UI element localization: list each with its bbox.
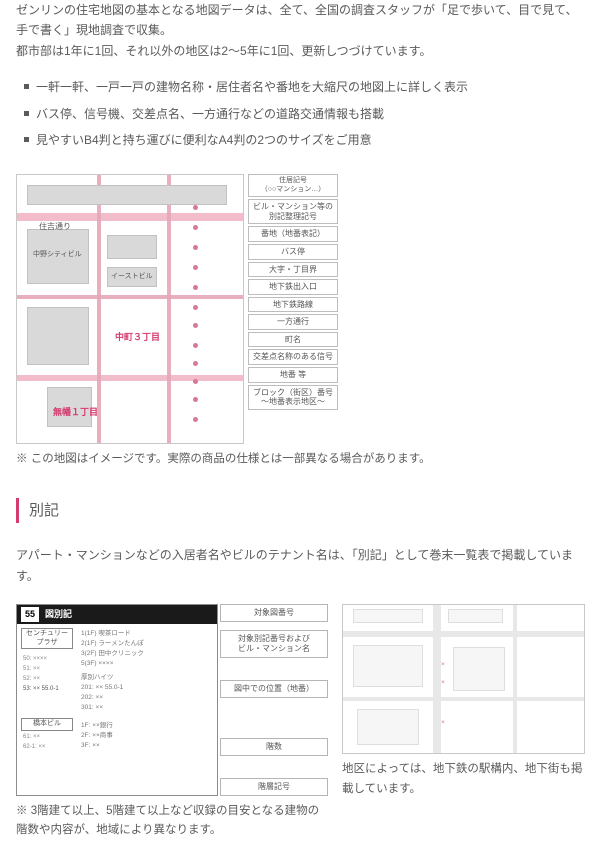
bekki-page-number: 55 [21,607,39,622]
map-image: 住吉通り 中野シティビル イーストビル 無幡１丁目 中町３丁目 [16,174,244,444]
intro-line1: ゼンリンの住宅地図の基本となる地図データは、全て、全国の調査スタッフが「足で歩い… [16,0,585,41]
feature-item: バス停、信号機、交差点名、一方通行などの道路交通情報も搭載 [24,104,585,124]
legend-cell: ビル・マンション等の別記整理記号 [248,199,338,224]
bekki-legend-cell: 対象図番号 [220,604,328,622]
legend-cell: 地下鉄出入口 [248,279,338,295]
bekki-legend: 対象図番号 対象別記番号およびビル・マンション名 図中での位置（地番） 階数 階… [220,604,328,796]
bekki-row: 55 図別記 センチュリー プラザ 橋本ビル 50: ×××× 51: ×× 5… [16,604,585,839]
map-bldg-label: イーストビル [111,271,153,283]
legend-cell: 番地（地番表記） [248,226,338,242]
bekki-diagram: 55 図別記 センチュリー プラザ 橋本ビル 50: ×××× 51: ×× 5… [16,604,328,796]
feature-item: 見やすいB4判と持ち運びに便利なA4判の2つのサイズをご用意 [24,130,585,150]
map-area-tag: 中町３丁目 [115,330,160,345]
legend-cell: 町名 [248,332,338,348]
feature-list: 一軒一軒、一戸一戸の建物名称・居住者名や番地を大縮尺の地図上に詳しく表示 バス停… [24,77,585,150]
bekki-left-note: ※ 3階建て以上、5階建て以上など収録の目安となる建物の階数や内容が、地域により… [16,802,328,839]
bekki-table-image: 55 図別記 センチュリー プラザ 橋本ビル 50: ×××× 51: ×× 5… [16,604,218,796]
bekki-right-note: 地区によっては、地下鉄の駅構内、地下街も掲載しています。 [342,760,585,799]
bekki-heading: 別記 [16,498,585,524]
bekki-legend-cell: 図中での位置（地番） [220,680,328,698]
map-area-tag: 無幡１丁目 [53,405,98,420]
legend-cell: 大字・丁目界 [248,262,338,278]
bekki-table-title: 図別記 [45,607,72,622]
map-diagram: 住吉通り 中野シティビル イーストビル 無幡１丁目 中町３丁目 住居記号（○○マ… [16,174,585,444]
station-image: ×× × [342,604,585,754]
map-legend: 住居記号（○○マンション…） ビル・マンション等の別記整理記号 番地（地番表記）… [248,174,338,444]
map-bldg-label: 中野シティビル [33,249,82,261]
bekki-table-body: センチュリー プラザ 橋本ビル 50: ×××× 51: ×× 52: ×× 5… [17,624,217,758]
bekki-intro: アパート・マンションなどの入居者名やビルのテナント名は、「別記」として巻末一覧表… [16,545,585,586]
legend-cell: バス停 [248,244,338,260]
bekki-table-header: 55 図別記 [17,605,217,624]
map-note: ※ この地図はイメージです。実際の商品の仕様とは一部異なる場合があります。 [16,450,585,470]
intro-block: ゼンリンの住宅地図の基本となる地図データは、全て、全国の調査スタッフが「足で歩い… [16,0,585,61]
bekki-legend-cell: 階層記号 [220,778,328,796]
legend-cell: 交差点名称のある信号 [248,349,338,365]
bekki-legend-cell: 対象別記番号およびビル・マンション名 [220,630,328,658]
bekki-legend-cell: 階数 [220,738,328,756]
bekki-left: 55 図別記 センチュリー プラザ 橋本ビル 50: ×××× 51: ×× 5… [16,604,328,839]
bekki-box: センチュリー プラザ [21,628,73,649]
bekki-right: ×× × 地区によっては、地下鉄の駅構内、地下街も掲載しています。 [342,604,585,799]
intro-line2: 都市部は1年に1回、それ以外の地区は2〜5年に1回、更新しつづけています。 [16,41,585,61]
legend-cell: ブロック（街区）番号〜地番表示地区〜 [248,385,338,410]
legend-cell: 一方通行 [248,314,338,330]
map-street-label: 住吉通り [39,220,71,234]
feature-item: 一軒一軒、一戸一戸の建物名称・居住者名や番地を大縮尺の地図上に詳しく表示 [24,77,585,97]
bekki-box: 橋本ビル [21,718,73,730]
legend-cell: 住居記号（○○マンション…） [248,174,338,197]
legend-cell: 地下鉄路線 [248,297,338,313]
legend-cell: 地番 等 [248,367,338,383]
